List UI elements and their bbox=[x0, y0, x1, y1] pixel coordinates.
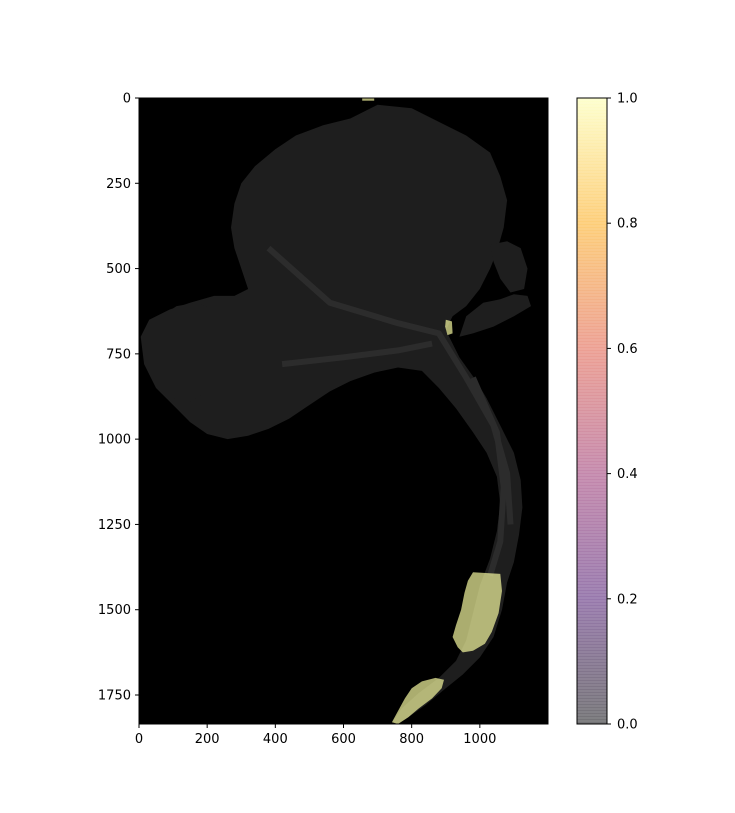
colorbar-tick-label: 1.0 bbox=[617, 92, 638, 107]
x-tick-label: 1000 bbox=[463, 732, 496, 747]
overlay-side-branch bbox=[445, 319, 453, 336]
flow-channel-1 bbox=[266, 245, 514, 525]
y-tick-label: 750 bbox=[106, 347, 131, 362]
x-tick-label: 800 bbox=[399, 732, 424, 747]
glacier-east-branch bbox=[459, 294, 531, 337]
colorbar-tick-label: 0.6 bbox=[617, 342, 638, 357]
colorbar-tick-label: 0.4 bbox=[617, 467, 638, 482]
colorbar-tick-label: 0.2 bbox=[617, 592, 638, 607]
overlay-terminus-upper bbox=[452, 572, 502, 653]
colorbar: 0.0 0.2 0.4 0.6 0.8 1.0 bbox=[576, 92, 638, 733]
y-axis: 0 250 500 750 1000 1250 1500 1750 bbox=[98, 92, 139, 704]
glacier-west-lobe bbox=[145, 302, 231, 402]
colorbar-frame bbox=[576, 97, 608, 725]
y-tick-label: 500 bbox=[106, 262, 131, 277]
overlay-terminus-lower bbox=[391, 677, 444, 724]
y-tick-label: 1500 bbox=[98, 603, 131, 618]
colorbar-axis: 0.0 0.2 0.4 0.6 0.8 1.0 bbox=[607, 92, 638, 733]
glacier-image bbox=[140, 104, 531, 724]
flow-channel-3 bbox=[470, 376, 507, 577]
x-tick-label: 400 bbox=[263, 732, 288, 747]
colorbar-gradient bbox=[577, 98, 607, 724]
x-axis: 0 200 400 600 800 1000 bbox=[135, 724, 496, 747]
y-tick-label: 1000 bbox=[98, 433, 131, 448]
y-tick-label: 0 bbox=[123, 92, 131, 107]
y-tick-label: 250 bbox=[106, 177, 131, 192]
x-tick-label: 200 bbox=[195, 732, 220, 747]
colorbar-banding bbox=[577, 99, 607, 722]
y-tick-label: 1750 bbox=[98, 689, 131, 704]
x-tick-label: 0 bbox=[135, 732, 143, 747]
overlay-top-edge bbox=[362, 98, 375, 101]
colorbar-tick-label: 0.0 bbox=[617, 718, 638, 733]
glacier-northeast-lobe bbox=[490, 241, 528, 293]
plot-area bbox=[138, 97, 549, 725]
overlay-layer bbox=[362, 98, 502, 724]
glacier-main-body bbox=[140, 104, 523, 724]
x-tick-label: 600 bbox=[331, 732, 356, 747]
flow-channel-2 bbox=[281, 340, 433, 368]
y-tick-label: 1250 bbox=[98, 518, 131, 533]
colorbar-tick-label: 0.8 bbox=[617, 217, 638, 232]
